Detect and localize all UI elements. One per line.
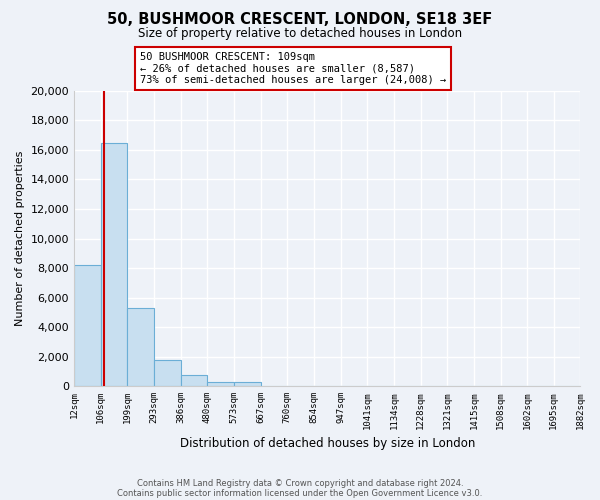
Bar <box>234 382 260 386</box>
Text: 50, BUSHMOOR CRESCENT, LONDON, SE18 3EF: 50, BUSHMOOR CRESCENT, LONDON, SE18 3EF <box>107 12 493 28</box>
Bar <box>74 265 101 386</box>
Text: Size of property relative to detached houses in London: Size of property relative to detached ho… <box>138 28 462 40</box>
X-axis label: Distribution of detached houses by size in London: Distribution of detached houses by size … <box>179 437 475 450</box>
Text: Contains public sector information licensed under the Open Government Licence v3: Contains public sector information licen… <box>118 488 482 498</box>
Bar <box>154 360 181 386</box>
Bar <box>127 308 154 386</box>
Text: 50 BUSHMOOR CRESCENT: 109sqm
← 26% of detached houses are smaller (8,587)
73% of: 50 BUSHMOOR CRESCENT: 109sqm ← 26% of de… <box>140 52 446 85</box>
Bar <box>208 382 234 386</box>
Y-axis label: Number of detached properties: Number of detached properties <box>15 151 25 326</box>
Bar <box>181 375 208 386</box>
Bar <box>101 142 127 386</box>
Text: Contains HM Land Registry data © Crown copyright and database right 2024.: Contains HM Land Registry data © Crown c… <box>137 478 463 488</box>
